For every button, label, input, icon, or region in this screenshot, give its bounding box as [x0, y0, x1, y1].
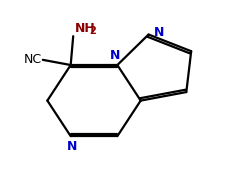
Text: N: N [154, 26, 164, 39]
Text: N: N [67, 139, 77, 153]
Text: NC: NC [23, 53, 41, 66]
Text: N: N [110, 49, 120, 62]
Text: NH: NH [74, 22, 95, 35]
Text: 2: 2 [90, 26, 96, 36]
